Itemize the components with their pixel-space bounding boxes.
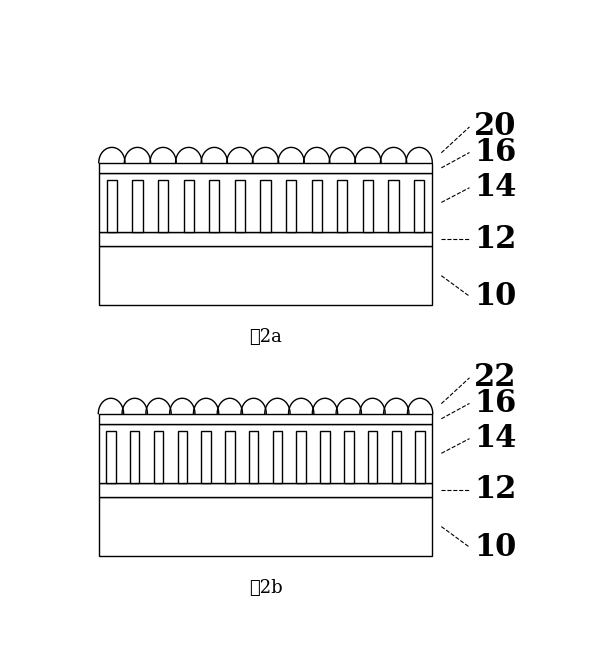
Bar — [106, 180, 117, 232]
Bar — [130, 431, 140, 483]
Bar — [415, 431, 425, 483]
Text: 16: 16 — [474, 137, 517, 168]
Bar — [106, 431, 116, 483]
Bar — [286, 180, 296, 232]
Bar — [249, 431, 258, 483]
Bar — [320, 431, 330, 483]
Bar — [99, 483, 432, 497]
Bar — [260, 180, 270, 232]
Bar — [99, 424, 432, 483]
Bar — [99, 246, 432, 305]
Text: 10: 10 — [474, 281, 517, 312]
Bar — [183, 180, 194, 232]
Bar — [99, 173, 432, 232]
Bar — [296, 431, 306, 483]
Bar — [344, 431, 353, 483]
Bar — [388, 180, 399, 232]
Bar — [154, 431, 163, 483]
Bar — [99, 232, 432, 246]
Bar — [414, 180, 424, 232]
Text: 22: 22 — [474, 362, 517, 393]
Bar — [99, 163, 432, 173]
Bar — [312, 180, 322, 232]
Text: 10: 10 — [474, 532, 517, 563]
Text: 14: 14 — [474, 423, 517, 454]
Bar — [99, 497, 432, 556]
Text: 12: 12 — [474, 474, 517, 505]
Text: 20: 20 — [474, 112, 517, 142]
Bar — [368, 431, 378, 483]
Text: 14: 14 — [474, 172, 517, 203]
Bar — [225, 431, 235, 483]
Bar — [132, 180, 143, 232]
Text: 12: 12 — [474, 223, 517, 255]
Bar — [273, 431, 282, 483]
Bar — [363, 180, 373, 232]
Bar — [209, 180, 220, 232]
Bar — [391, 431, 401, 483]
Bar — [99, 414, 432, 424]
Text: 16: 16 — [474, 388, 517, 419]
Bar — [201, 431, 211, 483]
Bar — [337, 180, 347, 232]
Text: 图2a: 图2a — [249, 328, 282, 346]
Text: 图2b: 图2b — [249, 579, 283, 597]
Bar — [177, 431, 187, 483]
Bar — [158, 180, 168, 232]
Bar — [235, 180, 245, 232]
